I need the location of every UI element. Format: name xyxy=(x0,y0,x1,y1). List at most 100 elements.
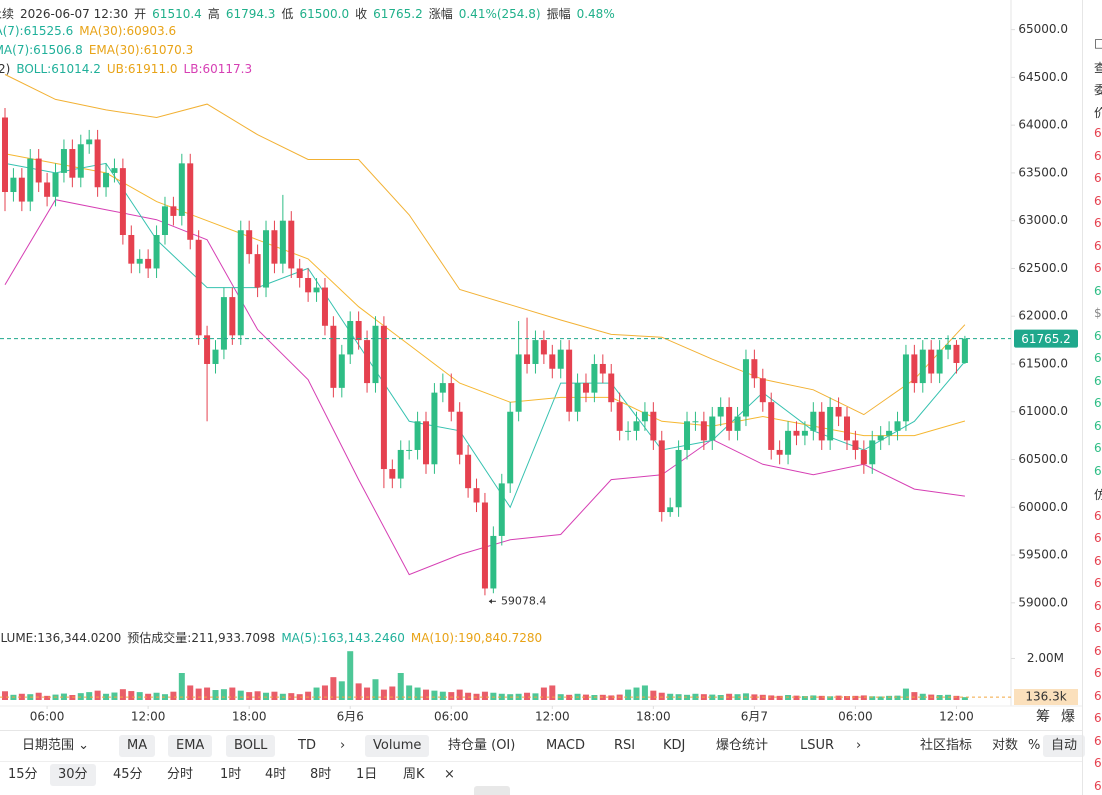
toolbar-button[interactable]: TD xyxy=(298,738,316,753)
toolbar-button[interactable]: › xyxy=(340,738,346,753)
volume-bar xyxy=(734,694,741,700)
candle-body xyxy=(18,177,25,202)
header-item: MA(30):60903.6 xyxy=(79,24,177,38)
order-book-cell: 价 xyxy=(1094,105,1102,120)
order-book-cell: 6 xyxy=(1094,238,1102,253)
volume-bar xyxy=(481,691,488,700)
candle-body xyxy=(692,421,699,423)
divider xyxy=(0,730,1082,731)
header-row: 永续 2026-06-07 12:30 开 61510.4 高 61794.3 低 61500… xyxy=(0,5,621,22)
candle-body xyxy=(263,230,270,288)
toolbar-button[interactable]: 社区指标 xyxy=(920,738,973,753)
toolbar-button[interactable]: 分时 xyxy=(167,767,194,782)
toolbar-button[interactable]: LSUR xyxy=(800,738,835,753)
candle-body xyxy=(103,172,110,188)
indicator-line xyxy=(4,162,966,509)
volume-bar xyxy=(414,687,421,700)
candle-body xyxy=(658,440,665,513)
header-row: VOLUME:136,344.0200 预估成交量:211,933.7098 MA(… xyxy=(0,629,548,646)
volume-bar xyxy=(667,693,674,700)
volume-last-tag xyxy=(1014,689,1078,705)
toolbar-button[interactable]: 日期范围 ⌄ xyxy=(22,738,90,753)
header-item: 2026-06-07 12:30 xyxy=(20,7,129,21)
volume-bar xyxy=(953,695,960,700)
candle-body xyxy=(481,502,488,589)
toolbar-button[interactable]: MA xyxy=(119,735,156,757)
toolbar-button[interactable]: 对数 xyxy=(992,738,1019,753)
toolbar-button[interactable]: MACD xyxy=(546,738,585,753)
toolbar-button[interactable]: 8时 xyxy=(310,767,332,782)
toolbar-button[interactable]: 15分 xyxy=(8,767,38,782)
toolbar-button[interactable]: 爆仓统计 xyxy=(716,738,769,753)
y-tick-label: 63000.0 xyxy=(1018,213,1068,227)
order-book-cell: 6 xyxy=(1094,463,1102,478)
candle-body xyxy=(650,411,657,441)
candle-body xyxy=(473,488,480,503)
volume-bar xyxy=(852,695,859,700)
last-price-tag xyxy=(1014,329,1078,348)
order-book-cell: 6 xyxy=(1094,171,1102,185)
volume-bar xyxy=(153,692,160,700)
volume-bar xyxy=(751,694,758,700)
order-book-cell: 委 xyxy=(1094,83,1102,97)
volume-bar xyxy=(364,687,371,700)
toolbar-button[interactable]: EMA xyxy=(168,735,213,757)
toolbar-button[interactable]: 1日 xyxy=(356,767,378,782)
volume-bar xyxy=(35,692,42,700)
toolbar-button[interactable]: 持仓量 (OI) xyxy=(448,738,516,753)
toolbar-button[interactable]: › xyxy=(856,738,862,753)
y-tick-label: 60500.0 xyxy=(1018,452,1068,466)
candle-body xyxy=(397,449,404,479)
volume-bar xyxy=(431,690,438,700)
order-book-cell: 6 xyxy=(1094,621,1102,635)
order-book-cell: 6 xyxy=(1094,193,1102,208)
candle-body xyxy=(818,411,825,441)
volume-bar xyxy=(111,692,118,700)
candle-body xyxy=(305,277,312,293)
volume-bar xyxy=(658,692,665,700)
candle-body xyxy=(549,354,556,369)
header-item: UB:61911.0 xyxy=(106,62,178,76)
collapse-handle[interactable] xyxy=(474,786,510,795)
order-book-cell: 6 xyxy=(1094,126,1102,140)
toolbar-button[interactable]: RSI xyxy=(614,738,636,753)
volume-bar xyxy=(692,693,699,700)
toolbar-button[interactable]: × xyxy=(444,767,455,782)
candle-body xyxy=(246,230,253,255)
toolbar-button[interactable]: BOLL xyxy=(226,735,276,757)
candle-body xyxy=(414,421,421,450)
candle-body xyxy=(852,440,859,450)
toolbar-button[interactable]: 4时 xyxy=(265,767,287,782)
candle-body xyxy=(667,507,674,513)
header-item: EMA(30):61070.3 xyxy=(88,43,194,57)
volume-bar xyxy=(540,687,547,700)
toolbar-button[interactable]: 45分 xyxy=(113,767,143,782)
volume-bar xyxy=(827,696,834,700)
header-item: 0.41%(254.8) xyxy=(458,7,541,21)
toolbar-button[interactable]: KDJ xyxy=(663,738,686,753)
order-book-cell: 6 xyxy=(1094,283,1102,298)
candle-body xyxy=(961,338,968,363)
toolbar-button[interactable]: 周K xyxy=(403,767,425,782)
order-book-cell: 仿 xyxy=(1094,488,1102,502)
order-book-cell: 6 xyxy=(1094,711,1102,725)
volume-bar xyxy=(254,691,261,700)
volume-bar xyxy=(397,673,404,700)
toolbar-button[interactable]: 自动 xyxy=(1043,735,1086,757)
toolbar-button[interactable]: % xyxy=(1028,738,1041,753)
volume-bar xyxy=(886,695,893,700)
candle-body xyxy=(229,297,236,336)
toolbar-button[interactable]: Volume xyxy=(365,735,430,757)
candle-body xyxy=(60,149,67,173)
candle-body xyxy=(321,287,328,326)
order-book-cell: 6 xyxy=(1094,598,1102,613)
header-item: 61500.0 xyxy=(299,7,350,21)
volume-bar xyxy=(187,685,194,700)
volume-last-label: 136.3k xyxy=(1025,690,1066,704)
order-book-cell: 6 xyxy=(1094,351,1102,365)
volume-bar xyxy=(490,692,497,700)
toolbar-button[interactable]: 30分 xyxy=(50,764,96,786)
candle-body xyxy=(498,483,505,536)
toolbar-button[interactable]: 1时 xyxy=(220,767,242,782)
candle-body xyxy=(574,383,581,412)
